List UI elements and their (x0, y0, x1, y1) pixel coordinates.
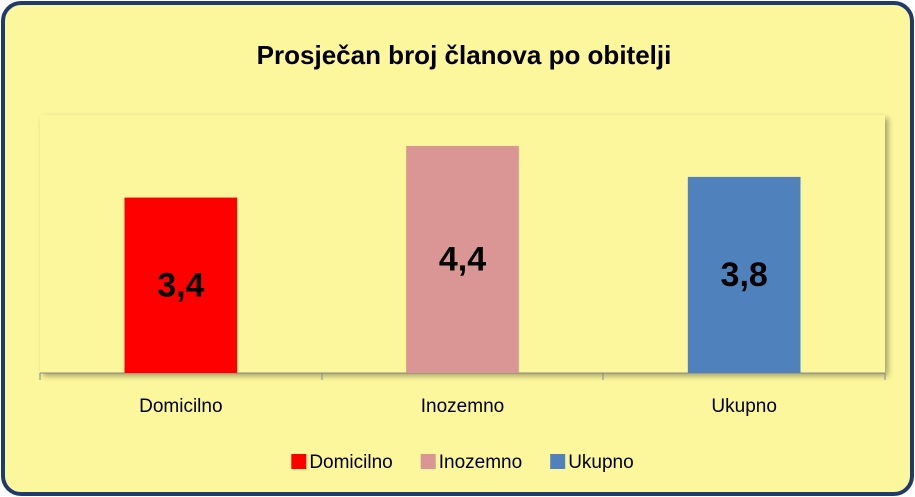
legend-swatch (420, 454, 436, 469)
data-label: 4,4 (439, 240, 486, 278)
x-tick-label: Inozemno (421, 396, 504, 417)
legend-label: Ukupno (568, 452, 634, 473)
bar (687, 176, 801, 373)
chart-title: Prosječan broj članova po obitelji (257, 40, 672, 70)
legend-swatch (550, 454, 566, 469)
bar (124, 197, 238, 373)
x-tick-label: Domicilno (139, 396, 222, 417)
x-axis-ticks (39, 373, 886, 380)
bar (406, 145, 519, 373)
data-label: 3,8 (721, 256, 768, 294)
x-tick-label: Ukupno (711, 396, 777, 417)
legend-label: Inozemno (439, 452, 522, 473)
data-label: 3,4 (157, 266, 204, 304)
legend-swatch (291, 454, 307, 469)
legend-label: Domicilno (309, 452, 392, 473)
